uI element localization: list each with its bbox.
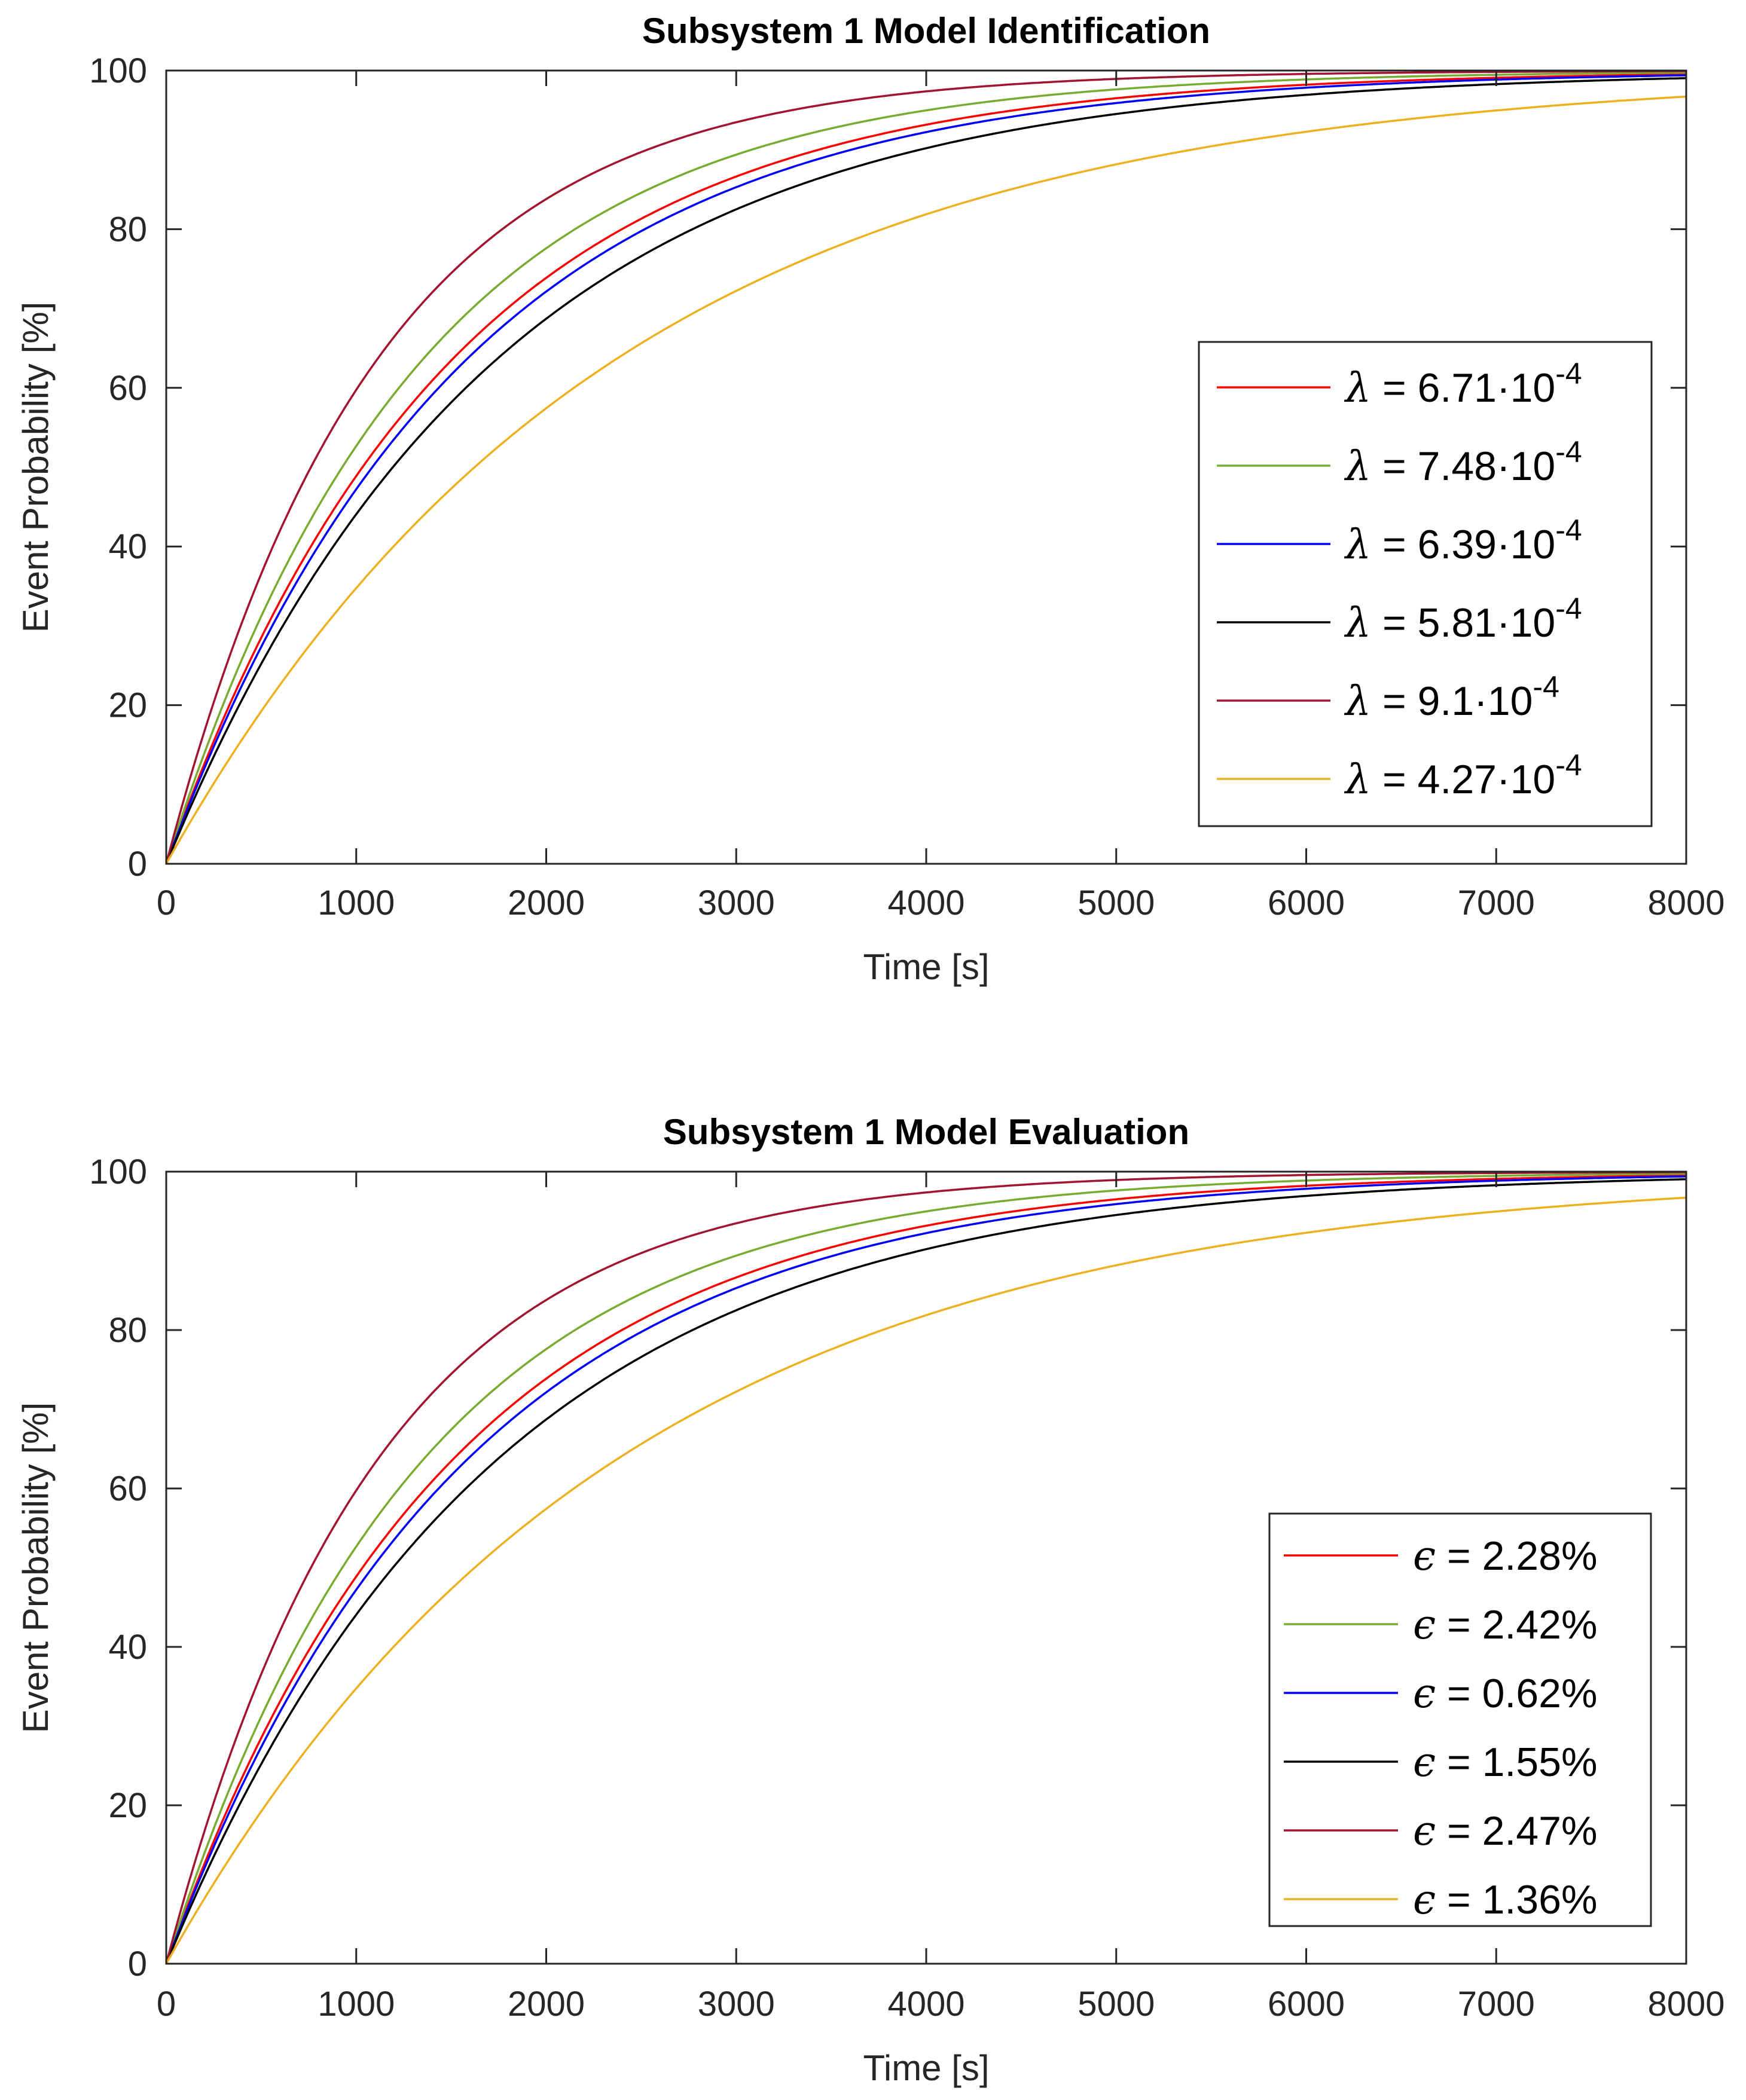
x-tick-label: 8000: [1647, 884, 1724, 922]
legend-value: = 4.27·10: [1371, 757, 1555, 802]
legend-box: [1198, 341, 1653, 827]
legend-entry-1: λ = 6.71·10-4: [1344, 357, 1582, 412]
series-line-6: [165, 1196, 1687, 1964]
chart-title: Subsystem 1 Model Evaluation: [663, 1112, 1189, 1152]
legend-value: = 5.81·10: [1371, 600, 1555, 646]
series-line-6: [165, 95, 1687, 864]
y-tick-label: 0: [128, 845, 147, 884]
legend-symbol: ϵ: [1413, 1808, 1436, 1855]
x-tick-label: 0: [157, 884, 176, 922]
legend-symbol: ϵ: [1413, 1739, 1436, 1786]
x-tick-label: 4000: [887, 1985, 964, 2023]
x-tick-label: 7000: [1458, 1985, 1535, 2023]
x-tick-label: 5000: [1077, 1985, 1155, 2023]
series-line-1: [165, 73, 1687, 864]
x-tick-label: 2000: [508, 1985, 585, 2023]
x-tick-label: 0: [157, 1985, 176, 2023]
series-line-5: [165, 70, 1686, 864]
legend-exponent: -4: [1555, 748, 1582, 782]
x-tick-label: 5000: [1077, 884, 1155, 922]
x-tick-label: 3000: [698, 884, 775, 922]
y-tick-label: 40: [108, 527, 147, 566]
legend-symbol: λ: [1344, 443, 1371, 490]
legend-symbol: λ: [1344, 365, 1371, 412]
legend-exponent: -4: [1533, 670, 1559, 704]
y-tick-label: 0: [128, 1945, 147, 1983]
legend-symbol: λ: [1344, 678, 1371, 725]
x-tick-label: 3000: [698, 1985, 775, 2023]
legend-entry-2: ϵ = 2.42%: [1413, 1601, 1597, 1649]
legend-symbol: ϵ: [1413, 1876, 1436, 1924]
y-tick-label: 20: [108, 686, 147, 725]
legend-value: = 2.42%: [1436, 1602, 1597, 1647]
legend-value: = 1.36%: [1436, 1877, 1597, 1922]
legend-exponent: -4: [1555, 513, 1582, 547]
legend-exponent: -4: [1555, 357, 1582, 390]
y-tick-label: 60: [108, 1469, 147, 1508]
y-axis-label: Event Probability [%]: [16, 302, 56, 633]
legend-symbol: ϵ: [1413, 1670, 1436, 1717]
series-line-4: [165, 77, 1687, 864]
y-tick-label: 60: [108, 369, 147, 408]
x-axis-label: Time [s]: [863, 2048, 989, 2088]
legend-symbol: ϵ: [1413, 1601, 1436, 1649]
x-tick-label: 1000: [318, 884, 395, 922]
y-tick-label: 80: [108, 210, 147, 249]
legend-symbol: λ: [1344, 521, 1371, 568]
legend-value: = 6.39·10: [1371, 522, 1555, 567]
y-tick-label: 80: [108, 1311, 147, 1350]
x-axis-label: Time [s]: [863, 947, 989, 987]
legend-value: = 6.71·10: [1371, 365, 1555, 411]
y-tick-label: 40: [108, 1628, 147, 1667]
legend: ϵ = 2.28%ϵ = 2.42%ϵ = 0.62%ϵ = 1.55%ϵ = …: [1268, 1512, 1652, 1927]
legend-entry-4: λ = 5.81·10-4: [1344, 592, 1582, 647]
legend-box: [1268, 1512, 1652, 1927]
x-tick-label: 7000: [1458, 884, 1535, 922]
series-line-2: [165, 71, 1687, 864]
series-line-5: [165, 1171, 1686, 1964]
x-tick-label: 1000: [318, 1985, 395, 2023]
chart-2: 0 1000 2000 3000 4000 5000 6000 7000 8000 0 20 40 60…: [16, 1112, 1725, 2088]
x-tick-label: 6000: [1268, 884, 1345, 922]
legend-value: = 0.62%: [1436, 1671, 1597, 1716]
legend-entry-5: ϵ = 2.47%: [1413, 1808, 1597, 1855]
chart-title: Subsystem 1 Model Identification: [642, 11, 1210, 51]
legend-value: = 2.28%: [1436, 1533, 1597, 1579]
legend-symbol: ϵ: [1413, 1533, 1436, 1580]
x-tick-label: 8000: [1647, 1985, 1724, 2023]
legend-value: = 7.48·10: [1371, 444, 1555, 489]
legend-symbol: λ: [1344, 756, 1371, 803]
y-tick-label: 100: [89, 51, 147, 90]
legend-entry-6: ϵ = 1.36%: [1413, 1876, 1597, 1924]
legend-entry-2: λ = 7.48·10-4: [1344, 435, 1582, 490]
legend: λ = 6.71·10-4λ = 7.48·10-4λ = 6.39·10-4λ…: [1198, 341, 1653, 827]
legend-entry-3: λ = 6.39·10-4: [1344, 513, 1582, 568]
series-line-4: [165, 1178, 1687, 1964]
legend-exponent: -4: [1555, 435, 1582, 469]
legend-symbol: λ: [1344, 600, 1371, 647]
series-line-2: [165, 1172, 1687, 1964]
y-tick-label: 20: [108, 1786, 147, 1825]
legend-value: = 1.55%: [1436, 1740, 1597, 1785]
legend-value: = 9.1·10: [1371, 678, 1533, 724]
x-tick-label: 4000: [887, 884, 964, 922]
x-tick-label: 2000: [508, 884, 585, 922]
y-tick-label: 100: [89, 1153, 147, 1191]
legend-entry-3: ϵ = 0.62%: [1413, 1670, 1597, 1717]
legend-entry-1: ϵ = 2.28%: [1413, 1533, 1597, 1580]
legend-exponent: -4: [1555, 592, 1582, 625]
legend-value: = 2.47%: [1436, 1808, 1597, 1854]
legend-entry-6: λ = 4.27·10-4: [1344, 748, 1582, 803]
series-line-3: [165, 74, 1687, 864]
series-line-1: [165, 1174, 1687, 1964]
series-line-3: [165, 1175, 1687, 1964]
chart-1: 0 1000 2000 3000 4000 5000 6000 7000 8000 0 20 40 60…: [16, 11, 1725, 987]
x-tick-label: 6000: [1268, 1985, 1345, 2023]
y-axis-label: Event Probability [%]: [16, 1402, 56, 1734]
legend-entry-4: ϵ = 1.55%: [1413, 1739, 1597, 1786]
legend-entry-5: λ = 9.1·10-4: [1344, 670, 1559, 725]
